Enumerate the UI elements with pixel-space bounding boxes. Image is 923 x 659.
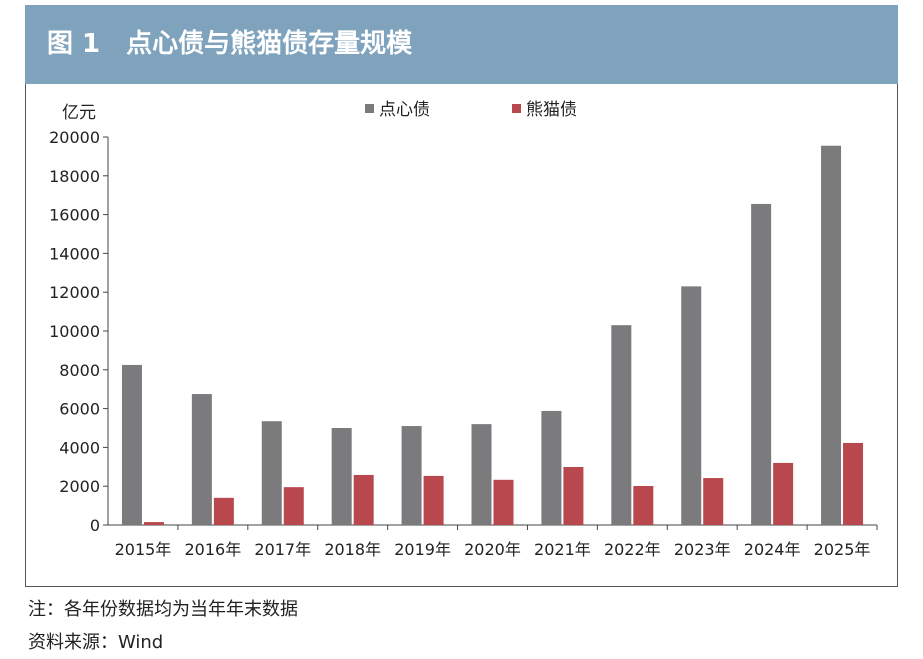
y-tick-label: 10000 <box>49 322 100 341</box>
y-tick-label: 4000 <box>59 438 100 457</box>
x-tick-label: 2017年 <box>254 540 311 559</box>
bar-panda <box>353 474 374 525</box>
y-tick-label: 14000 <box>49 244 100 263</box>
y-tick-label: 20000 <box>49 128 100 147</box>
y-tick-label: 2000 <box>59 477 100 496</box>
bar-dimsum <box>681 286 702 525</box>
x-tick-label: 2015年 <box>115 540 172 559</box>
x-tick-label: 2021年 <box>534 540 591 559</box>
bar-dimsum <box>611 325 632 525</box>
bar-panda <box>213 497 234 525</box>
bar-panda <box>143 522 164 525</box>
legend-swatch <box>365 104 374 113</box>
bar-dimsum <box>541 410 562 525</box>
legend-label: 点心债 <box>379 100 430 120</box>
y-tick-label: 16000 <box>49 206 100 225</box>
source-note: 资料来源：Wind <box>28 632 164 653</box>
footnote: 注：各年份数据均为当年年末数据 <box>28 599 298 620</box>
bar-dimsum <box>471 424 492 525</box>
x-tick-label: 2024年 <box>744 540 801 559</box>
bar-dimsum <box>191 394 212 525</box>
bar-panda <box>773 462 794 525</box>
bar-panda <box>493 479 514 525</box>
bar-panda <box>423 475 444 525</box>
bar-dimsum <box>401 426 422 525</box>
x-tick-label: 2016年 <box>184 540 241 559</box>
x-tick-label: 2023年 <box>674 540 731 559</box>
bar-dimsum <box>331 428 352 525</box>
bar-panda <box>843 442 864 525</box>
x-tick-label: 2020年 <box>464 540 521 559</box>
y-axis-label: 亿元 <box>62 103 96 123</box>
bar-dimsum <box>261 421 282 525</box>
chart-title: 图 1 点心债与熊猫债存量规模 <box>25 5 898 84</box>
y-tick-label: 0 <box>90 516 100 535</box>
legend-label: 熊猫债 <box>526 100 577 120</box>
bar-panda <box>563 466 584 525</box>
bar-panda <box>633 486 654 525</box>
bar-dimsum <box>121 364 142 525</box>
y-tick-label: 12000 <box>49 283 100 302</box>
bar-panda <box>283 487 304 525</box>
y-tick-label: 8000 <box>59 361 100 380</box>
x-tick-label: 2025年 <box>814 540 871 559</box>
x-tick-label: 2018年 <box>324 540 381 559</box>
bar-dimsum <box>751 203 772 525</box>
bar-panda <box>703 478 724 525</box>
x-tick-label: 2019年 <box>394 540 451 559</box>
x-tick-label: 2022年 <box>604 540 661 559</box>
bar-dimsum <box>821 145 842 526</box>
y-tick-label: 6000 <box>59 400 100 419</box>
y-tick-label: 18000 <box>49 167 100 186</box>
chart-frame <box>25 84 898 587</box>
legend-swatch <box>512 104 521 113</box>
